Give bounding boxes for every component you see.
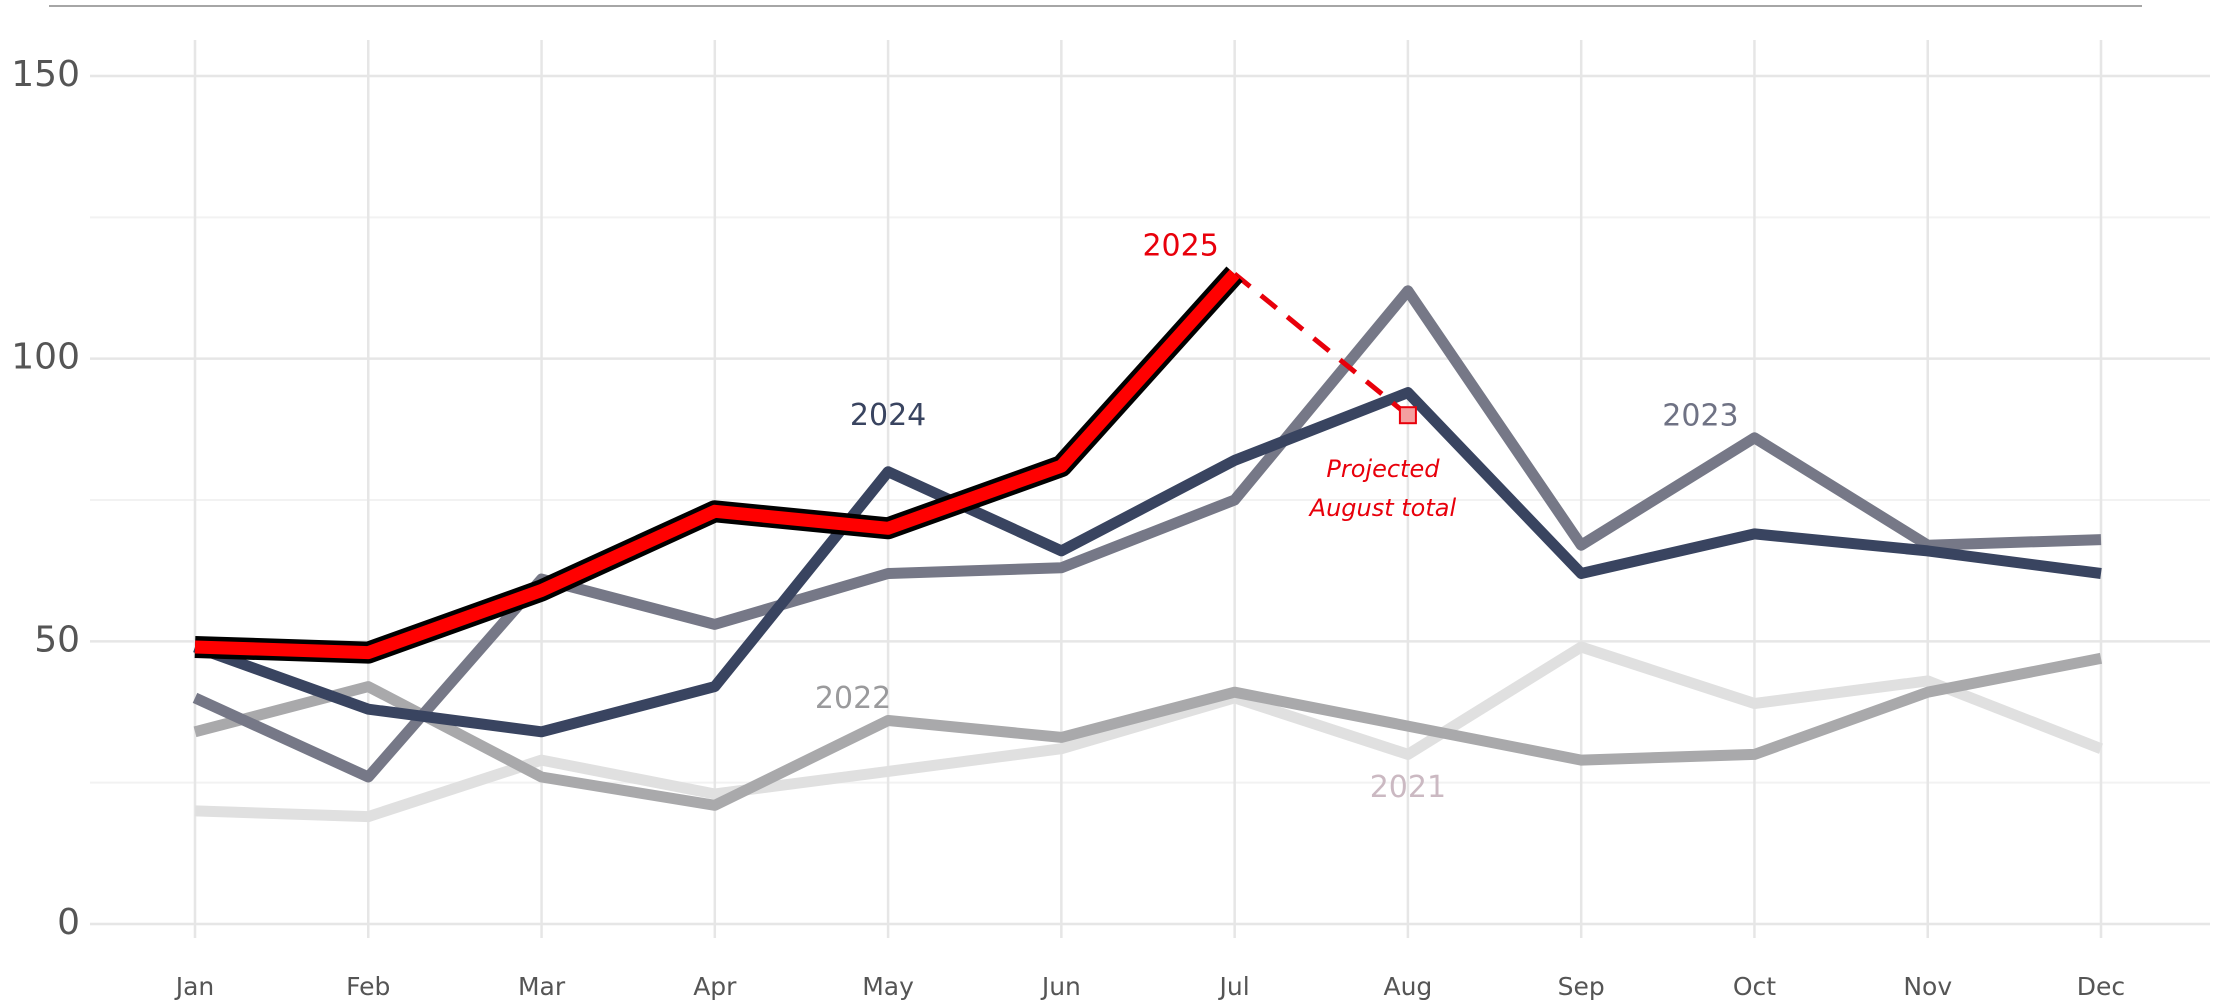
series-label: 2022 <box>815 681 891 716</box>
x-tick-label: Aug <box>1383 972 1432 1001</box>
x-tick-label: Jul <box>1218 972 1250 1001</box>
projection-line <box>1233 271 1410 418</box>
series-label: 2024 <box>850 398 926 433</box>
y-tick-label: 150 <box>11 54 80 95</box>
projection-marker <box>1398 406 1417 425</box>
x-tick-label: Jan <box>174 972 215 1001</box>
series-line <box>194 269 1240 660</box>
y-tick-label: 100 <box>11 337 80 378</box>
series-label: 2021 <box>1370 770 1446 805</box>
series-line <box>193 387 2102 738</box>
x-tick-label: Jun <box>1040 972 1081 1001</box>
x-tick-label: Dec <box>2077 972 2125 1001</box>
x-tick-label: Sep <box>1558 972 1605 1001</box>
series-label: 2025 <box>1142 228 1218 263</box>
x-tick-label: Nov <box>1903 972 1952 1001</box>
annotation: August total <box>1308 494 1457 522</box>
x-tick-label: Apr <box>693 972 737 1001</box>
series-line <box>194 641 2104 823</box>
x-tick-label: Oct <box>1733 972 1776 1001</box>
y-tick-label: 50 <box>34 619 80 660</box>
annotation: Projected <box>1326 455 1440 483</box>
x-tick-label: May <box>862 972 914 1001</box>
x-tick-label: Mar <box>518 972 566 1001</box>
y-tick-label: 0 <box>57 902 80 943</box>
x-tick-label: Feb <box>346 972 390 1001</box>
series-label: 2023 <box>1662 398 1738 433</box>
series-line <box>193 652 2103 811</box>
